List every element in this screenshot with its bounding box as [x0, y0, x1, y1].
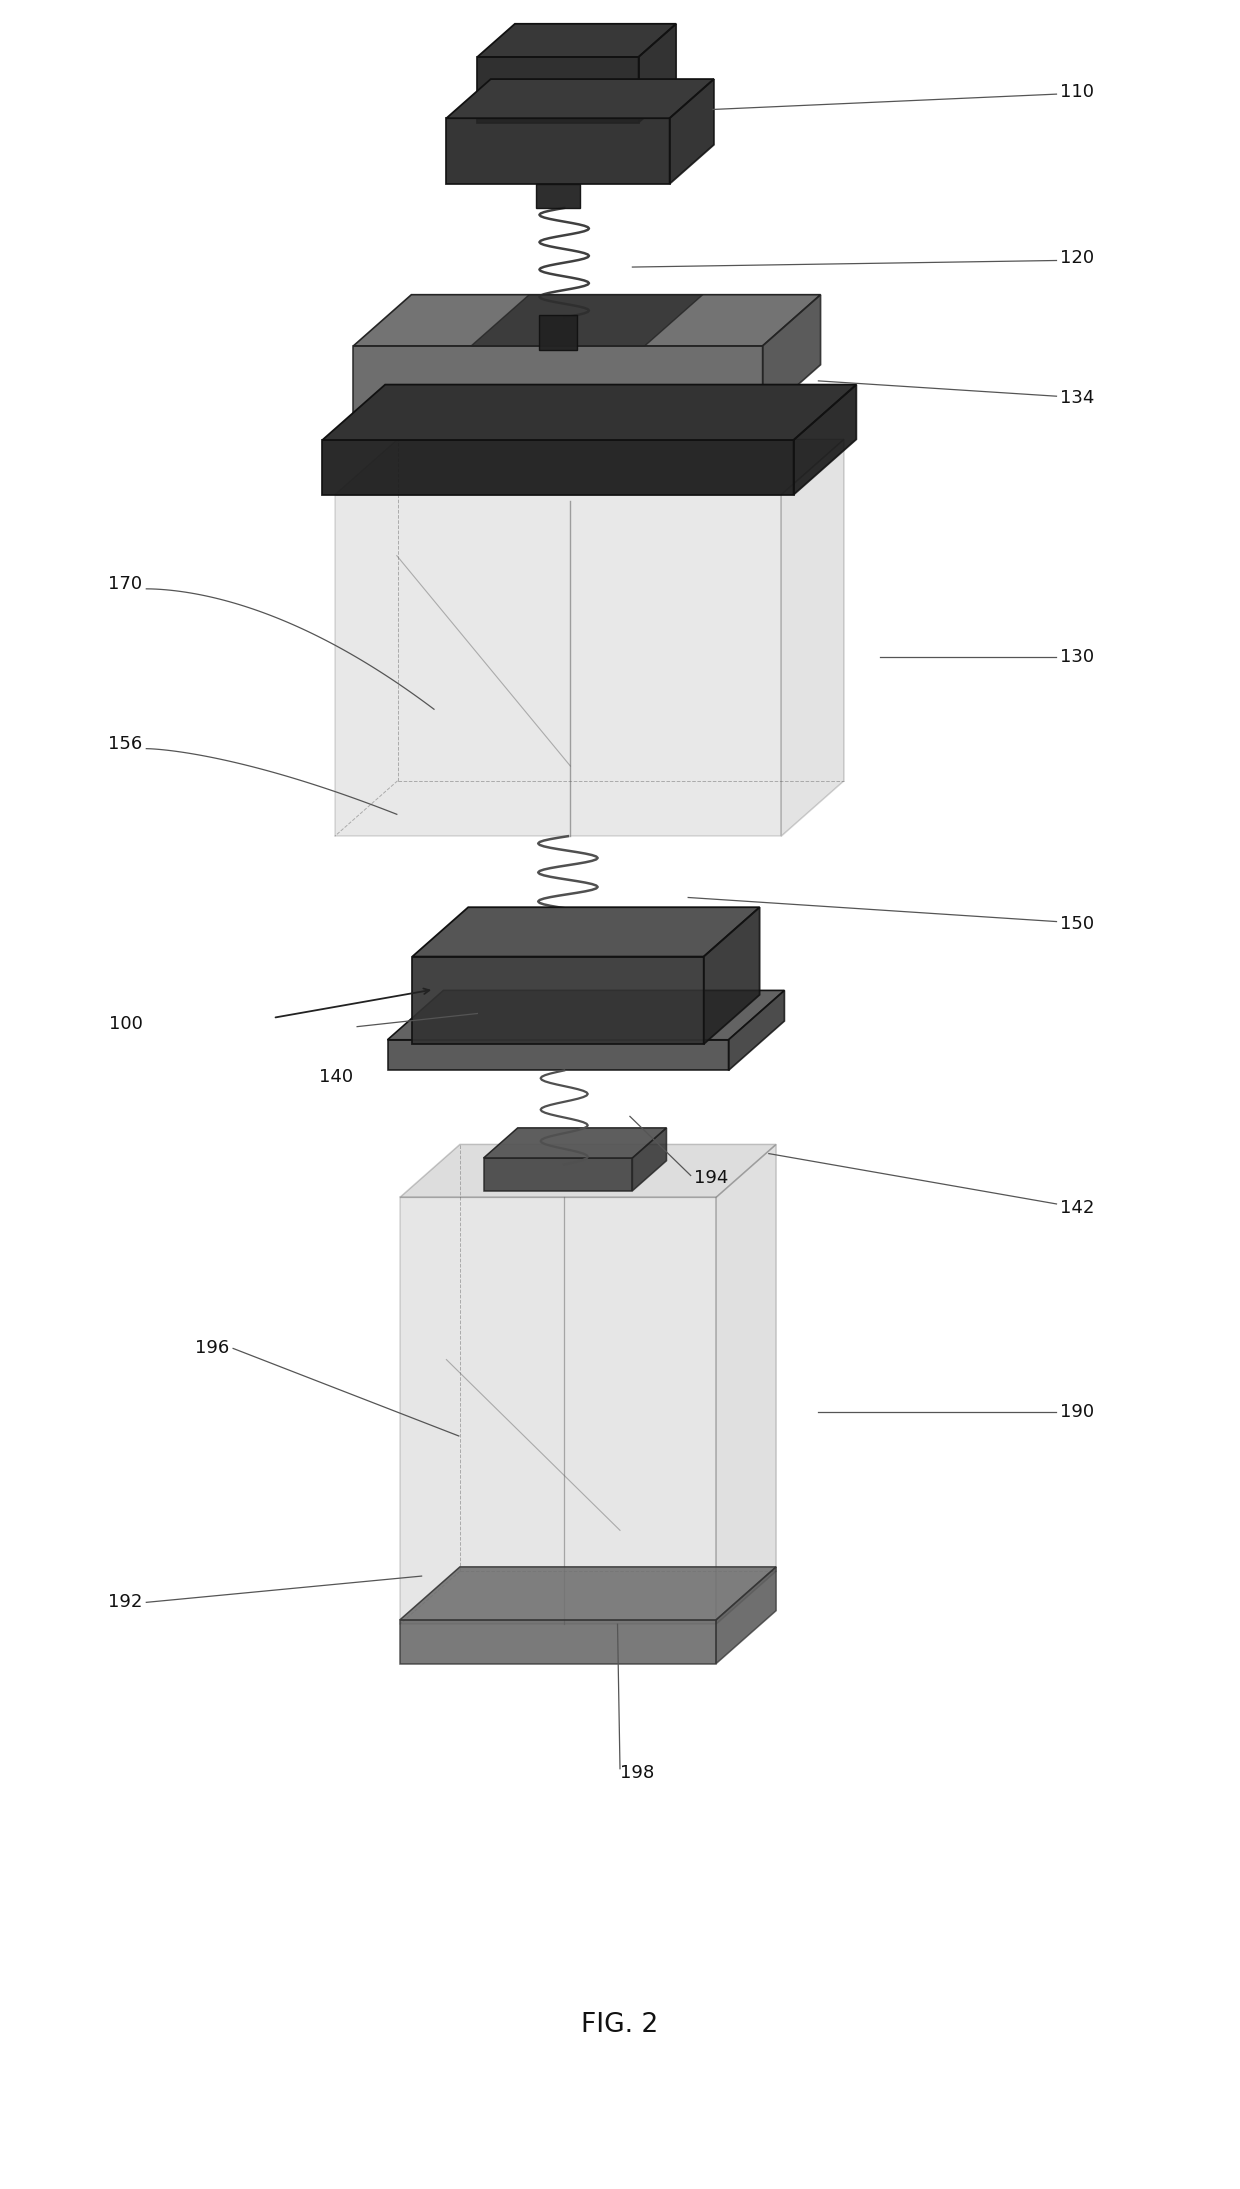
Polygon shape — [717, 1567, 776, 1664]
Polygon shape — [322, 385, 857, 440]
Polygon shape — [446, 118, 670, 184]
Text: 140: 140 — [319, 1068, 353, 1086]
Text: 190: 190 — [1060, 1403, 1095, 1421]
Polygon shape — [412, 906, 760, 957]
Polygon shape — [335, 495, 781, 836]
Text: 170: 170 — [108, 576, 143, 593]
Polygon shape — [399, 1145, 776, 1197]
Polygon shape — [536, 184, 580, 208]
Polygon shape — [399, 1567, 776, 1620]
Polygon shape — [536, 416, 580, 438]
Polygon shape — [717, 1145, 776, 1624]
Text: 120: 120 — [1060, 250, 1095, 267]
Polygon shape — [729, 989, 785, 1070]
Polygon shape — [477, 24, 676, 57]
Polygon shape — [387, 1040, 729, 1070]
Polygon shape — [322, 440, 794, 495]
Polygon shape — [484, 1158, 632, 1191]
Polygon shape — [704, 906, 760, 1044]
Polygon shape — [387, 989, 785, 1040]
Polygon shape — [632, 1127, 667, 1191]
Text: 198: 198 — [620, 1764, 655, 1782]
Text: 192: 192 — [108, 1594, 143, 1611]
Text: 130: 130 — [1060, 648, 1095, 665]
Text: FIG. 2: FIG. 2 — [582, 2012, 658, 2038]
Polygon shape — [399, 1620, 717, 1664]
Text: 194: 194 — [694, 1169, 729, 1186]
Polygon shape — [353, 296, 821, 346]
Text: 142: 142 — [1060, 1200, 1095, 1217]
Polygon shape — [539, 315, 577, 350]
Polygon shape — [353, 346, 763, 416]
Text: 150: 150 — [1060, 915, 1095, 933]
Polygon shape — [670, 79, 714, 184]
Text: 134: 134 — [1060, 390, 1095, 407]
Text: 110: 110 — [1060, 83, 1094, 101]
Polygon shape — [763, 296, 821, 416]
Text: 100: 100 — [109, 1016, 143, 1033]
Text: 196: 196 — [195, 1340, 229, 1357]
Polygon shape — [639, 24, 676, 123]
Polygon shape — [412, 957, 704, 1044]
Polygon shape — [471, 296, 703, 346]
Polygon shape — [484, 1127, 667, 1158]
Polygon shape — [477, 57, 639, 123]
Polygon shape — [335, 440, 844, 495]
Polygon shape — [794, 385, 857, 495]
Polygon shape — [781, 440, 844, 836]
Text: 156: 156 — [108, 736, 143, 753]
Polygon shape — [399, 1197, 717, 1624]
Polygon shape — [446, 79, 714, 118]
